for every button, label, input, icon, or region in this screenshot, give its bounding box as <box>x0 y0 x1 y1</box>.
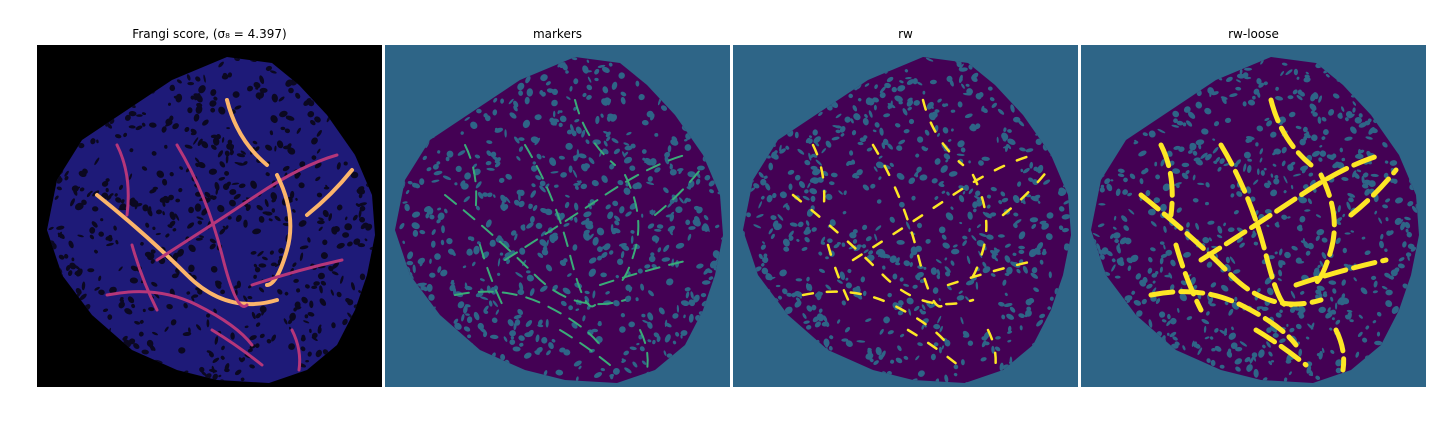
vessel-segment <box>871 143 945 308</box>
vessel-segment <box>444 194 626 306</box>
vessel-segment <box>1293 257 1389 288</box>
vessel-segment <box>155 153 339 262</box>
panel-title-rw-loose: rw-loose <box>1228 27 1279 41</box>
vessel-segment <box>105 290 254 347</box>
vessel-segment <box>1218 142 1294 309</box>
panel-rw-loose: rw-loose <box>1081 27 1426 387</box>
vessel-segment <box>1268 97 1314 168</box>
markers-image <box>385 45 730 387</box>
panel-title-markers: markers <box>532 27 583 41</box>
frangi-image <box>37 45 382 387</box>
vessel-segment <box>559 329 611 366</box>
vessel-segment <box>961 173 988 287</box>
vessel-segment <box>290 328 302 372</box>
vessel-segment <box>906 328 960 367</box>
vessel-segment <box>1348 167 1399 218</box>
vessel-segment <box>265 173 293 287</box>
vessel-segment <box>1158 142 1175 218</box>
vessel-segment <box>599 259 691 286</box>
vessel-segment <box>946 258 1040 287</box>
vessel-segment <box>986 328 997 372</box>
vessel-overlay <box>1138 97 1399 373</box>
vessel-segment <box>1308 172 1337 288</box>
vessel-segment <box>654 169 701 216</box>
vessel-segment <box>130 243 159 312</box>
vessel-segment <box>1001 168 1050 217</box>
vessel-segment <box>504 154 686 261</box>
vessel-segment <box>305 168 354 217</box>
vessel-segment <box>791 193 975 306</box>
vessel-overlay <box>95 98 354 372</box>
panel-rw: rw <box>733 27 1078 387</box>
vessel-segment <box>826 243 855 312</box>
vessel-segment <box>574 99 616 166</box>
vessel-segment <box>250 258 344 287</box>
panel-title-rw: rw <box>898 27 913 41</box>
vessel-segment <box>479 244 506 311</box>
panel-frangi-score: Frangi score, (σ₈ = 4.397) <box>37 27 382 387</box>
vessel-overlay <box>791 98 1050 372</box>
vessel-segment <box>639 329 649 371</box>
vessel-segment <box>811 143 826 217</box>
vessel-segment <box>851 153 1035 262</box>
vessel-segment <box>115 143 130 217</box>
vessel-segment <box>175 143 249 308</box>
panel-title-frangi: Frangi score, (σ₈ = 4.397) <box>132 27 287 41</box>
vessel-segment <box>801 290 950 347</box>
vessel-segment <box>614 174 640 286</box>
vessel-segment <box>921 98 965 167</box>
vessel-overlay <box>444 99 701 371</box>
rw-image <box>733 45 1078 387</box>
vessel-segment <box>1253 327 1309 368</box>
panel-markers: markers <box>385 27 730 387</box>
vessel-segment <box>210 328 264 367</box>
vessel-segment <box>454 290 601 346</box>
vessel-segment <box>524 144 596 308</box>
rw-loose-image <box>1081 45 1426 387</box>
vessel-segment <box>225 98 269 167</box>
vessel-segment <box>1148 289 1299 348</box>
vessel-segment <box>1173 242 1204 313</box>
vessel-segment <box>464 144 478 216</box>
vessel-segment <box>1333 327 1347 373</box>
vessel-segment <box>1198 152 1384 263</box>
vessel-segment <box>1138 192 1324 307</box>
